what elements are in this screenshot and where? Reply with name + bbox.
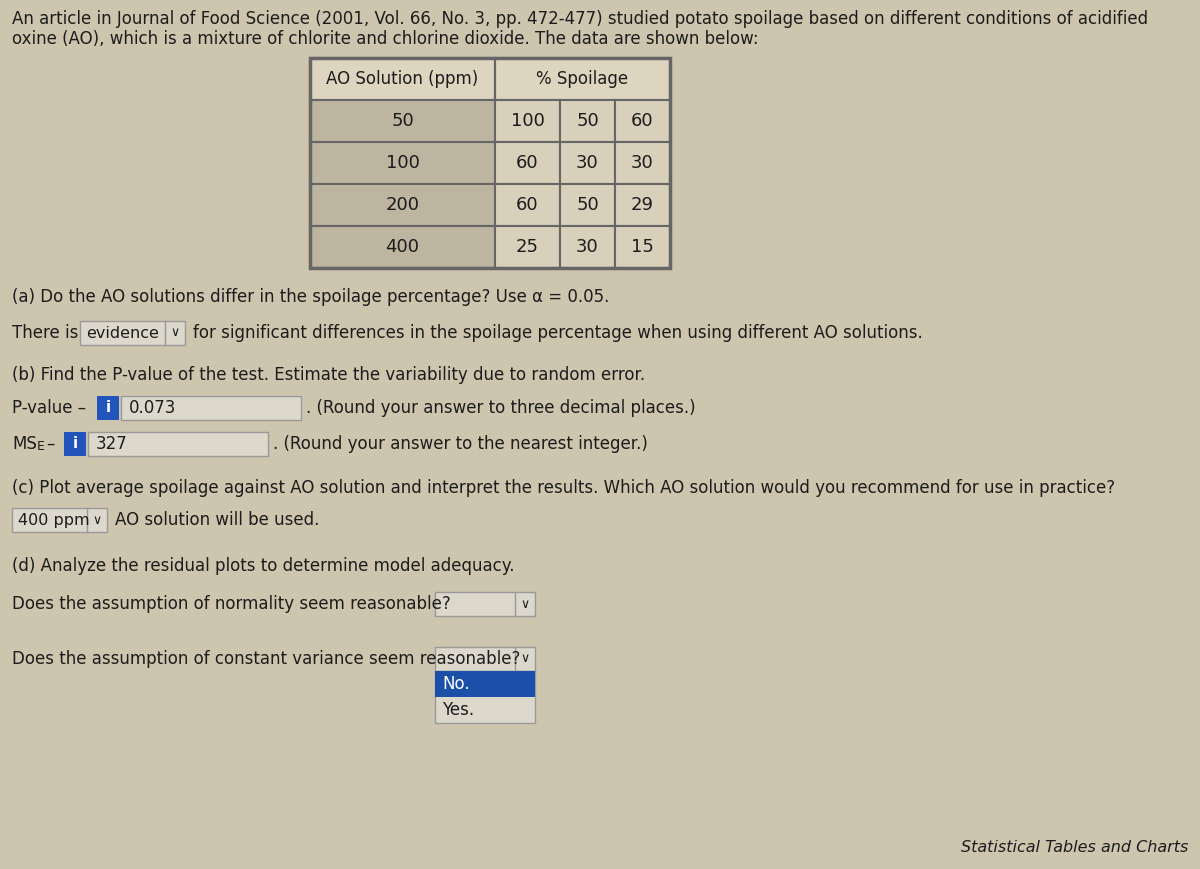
Text: AO solution will be used.: AO solution will be used. — [115, 511, 319, 529]
Bar — [560, 184, 616, 226]
Text: 50: 50 — [576, 112, 599, 130]
Text: 15: 15 — [631, 238, 654, 256]
Text: No.: No. — [442, 675, 469, 693]
Text: 60: 60 — [631, 112, 654, 130]
Bar — [560, 142, 616, 184]
Bar — [310, 58, 670, 268]
Bar — [616, 226, 670, 268]
Bar — [310, 100, 496, 142]
Text: 60: 60 — [516, 154, 539, 172]
Text: 100: 100 — [510, 112, 545, 130]
Text: 29: 29 — [631, 196, 654, 214]
Text: 60: 60 — [516, 196, 539, 214]
Bar — [560, 100, 616, 142]
Bar — [88, 432, 268, 456]
Bar — [496, 100, 560, 142]
Text: % Spoilage: % Spoilage — [536, 70, 629, 88]
Bar — [64, 432, 86, 456]
Text: 30: 30 — [576, 238, 599, 256]
Bar — [310, 226, 496, 268]
Text: i: i — [72, 436, 78, 452]
Bar — [436, 671, 535, 723]
Bar — [616, 100, 670, 142]
Text: 400: 400 — [385, 238, 420, 256]
Text: 200: 200 — [385, 196, 420, 214]
Bar — [310, 58, 496, 100]
Text: ∨: ∨ — [170, 327, 180, 340]
Bar — [121, 396, 301, 420]
Text: (b) Find the P-value of the test. Estimate the variability due to random error.: (b) Find the P-value of the test. Estima… — [12, 366, 646, 384]
Text: Does the assumption of normality seem reasonable?: Does the assumption of normality seem re… — [12, 595, 451, 613]
Bar — [310, 184, 496, 226]
Bar — [496, 142, 560, 184]
Text: MS: MS — [12, 435, 37, 453]
Text: 400 ppm: 400 ppm — [18, 513, 90, 527]
Text: P-value –: P-value – — [12, 399, 86, 417]
Text: 50: 50 — [576, 196, 599, 214]
Bar — [436, 647, 535, 671]
Text: 30: 30 — [631, 154, 654, 172]
Bar — [616, 184, 670, 226]
Text: 100: 100 — [385, 154, 420, 172]
Text: There is: There is — [12, 324, 78, 342]
Text: 0.073: 0.073 — [130, 399, 176, 417]
Text: oxine (AO), which is a mixture of chlorite and chlorine dioxide. The data are sh: oxine (AO), which is a mixture of chlori… — [12, 30, 758, 48]
Text: Does the assumption of constant variance seem reasonable?: Does the assumption of constant variance… — [12, 650, 521, 668]
Bar — [80, 321, 185, 345]
Bar — [496, 226, 560, 268]
Text: 327: 327 — [96, 435, 127, 453]
Text: ∨: ∨ — [92, 514, 102, 527]
Bar — [616, 142, 670, 184]
Text: for significant differences in the spoilage percentage when using different AO s: for significant differences in the spoil… — [193, 324, 923, 342]
Bar — [496, 184, 560, 226]
Text: (a) Do the AO solutions differ in the spoilage percentage? Use α = 0.05.: (a) Do the AO solutions differ in the sp… — [12, 288, 610, 306]
Text: (c) Plot average spoilage against AO solution and interpret the results. Which A: (c) Plot average spoilage against AO sol… — [12, 479, 1115, 497]
Bar — [436, 671, 535, 697]
Text: i: i — [106, 401, 110, 415]
Text: evidence: evidence — [86, 326, 158, 341]
Text: AO Solution (ppm): AO Solution (ppm) — [326, 70, 479, 88]
Bar — [496, 58, 670, 100]
Bar — [436, 592, 535, 616]
Text: . (Round your answer to the nearest integer.): . (Round your answer to the nearest inte… — [274, 435, 648, 453]
Bar — [97, 396, 119, 420]
Text: ∨: ∨ — [521, 598, 529, 611]
Text: –: – — [46, 435, 54, 453]
Text: An article in Journal of Food Science (2001, Vol. 66, No. 3, pp. 472-477) studie: An article in Journal of Food Science (2… — [12, 10, 1148, 28]
Bar — [560, 226, 616, 268]
Text: Statistical Tables and Charts: Statistical Tables and Charts — [961, 840, 1188, 855]
Text: . (Round your answer to three decimal places.): . (Round your answer to three decimal pl… — [306, 399, 696, 417]
Text: Yes.: Yes. — [442, 701, 474, 719]
Text: E: E — [37, 440, 44, 453]
Text: 25: 25 — [516, 238, 539, 256]
Text: 50: 50 — [391, 112, 414, 130]
Text: ∨: ∨ — [521, 653, 529, 666]
Text: 30: 30 — [576, 154, 599, 172]
Text: (d) Analyze the residual plots to determine model adequacy.: (d) Analyze the residual plots to determ… — [12, 557, 515, 575]
Bar — [12, 508, 107, 532]
Bar — [310, 142, 496, 184]
